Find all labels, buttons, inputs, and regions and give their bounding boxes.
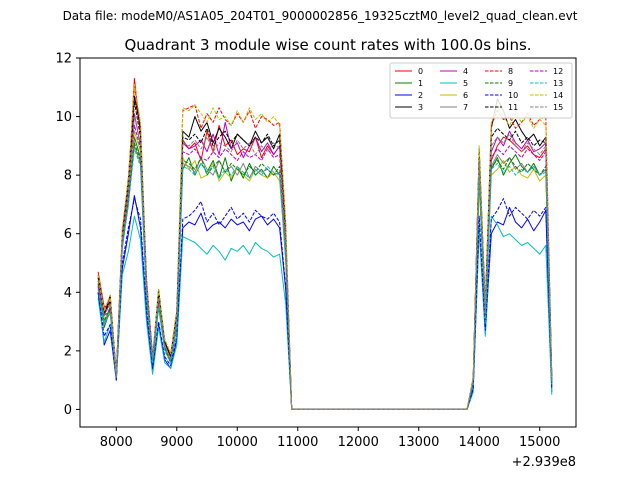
legend-label-7: 7 xyxy=(463,103,468,112)
legend-label-12: 12 xyxy=(553,67,563,76)
series-line-15 xyxy=(97,116,553,410)
series-line-12 xyxy=(97,124,553,410)
legend-label-8: 8 xyxy=(508,67,513,76)
series-line-13 xyxy=(97,148,553,410)
series-line-5 xyxy=(97,215,553,410)
x-tick-label-6: 14000 xyxy=(459,435,500,450)
y-tick-label-5: 10 xyxy=(55,110,72,125)
y-axis: 0 2 4 6 8 10 12 xyxy=(55,52,80,418)
x-tick-label-5: 13000 xyxy=(398,435,439,450)
x-tick-label-4: 12000 xyxy=(338,435,379,450)
legend-label-4: 4 xyxy=(463,67,468,76)
legend-label-15: 15 xyxy=(553,103,563,112)
x-axis: 8000 9000 10000 11000 12000 13000 14000 15000 xyxy=(100,427,560,450)
legend-label-11: 11 xyxy=(508,103,518,112)
x-axis-offset-label: +2.939e8 xyxy=(512,455,576,470)
x-tick-label-3: 11000 xyxy=(277,435,318,450)
x-tick-label-7: 15000 xyxy=(519,435,560,450)
legend-label-14: 14 xyxy=(553,91,563,100)
legend-label-13: 13 xyxy=(553,79,563,88)
legend-label-2: 2 xyxy=(418,91,423,100)
y-tick-label-6: 12 xyxy=(55,52,72,67)
series-line-2 xyxy=(97,195,553,410)
x-tick-label-2: 10000 xyxy=(217,435,258,450)
legend-label-1: 1 xyxy=(418,79,423,88)
chart-title: Quadrant 3 module wise count rates with … xyxy=(124,36,531,54)
legend-label-9: 9 xyxy=(508,79,513,88)
x-tick-label-0: 8000 xyxy=(100,435,133,450)
y-tick-label-0: 0 xyxy=(64,403,72,418)
y-tick-label-1: 2 xyxy=(64,344,72,359)
series-line-10 xyxy=(97,198,553,410)
chart-suptitle: Data file: modeM0/AS1A05_204T01_90000028… xyxy=(63,9,578,23)
axes-frame xyxy=(79,57,577,428)
legend-label-3: 3 xyxy=(418,103,423,112)
y-tick-label-3: 6 xyxy=(64,227,72,242)
legend-label-6: 6 xyxy=(463,91,468,100)
y-tick-label-2: 4 xyxy=(64,286,72,301)
legend-label-10: 10 xyxy=(508,91,518,100)
legend-box xyxy=(389,62,573,119)
legend-label-5: 5 xyxy=(463,79,468,88)
y-tick-label-4: 8 xyxy=(64,169,72,184)
plot-lines xyxy=(97,78,553,410)
x-tick-label-1: 9000 xyxy=(160,435,193,450)
legend-label-0: 0 xyxy=(418,67,423,76)
